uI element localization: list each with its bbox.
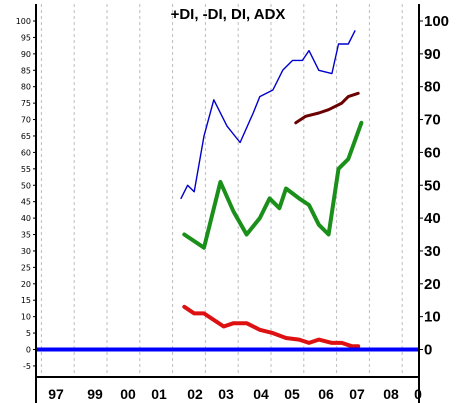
left-tick-label: 35 — [21, 231, 31, 240]
left-tick-label: 85 — [21, 66, 31, 75]
left-tick-label: 20 — [21, 280, 31, 289]
right-tick-label: 20 — [424, 276, 441, 293]
right-tick-label: 40 — [424, 210, 441, 227]
x-tick-label: 99 — [87, 386, 103, 402]
left-tick-label: 45 — [21, 198, 31, 207]
x-tick-label: 06 — [318, 386, 334, 402]
left-tick-label: 70 — [21, 116, 31, 125]
series-2 — [182, 304, 361, 349]
right-tick-label: 30 — [424, 243, 441, 260]
left-tick-label: 0 — [26, 346, 31, 355]
x-tick-label: 00 — [120, 386, 136, 402]
right-tick-label: 70 — [424, 112, 441, 129]
left-tick-label: 90 — [21, 50, 31, 59]
x-tick-label: 01 — [151, 386, 167, 402]
x-tick-label: 07 — [349, 386, 365, 402]
left-tick-label: -5 — [23, 362, 31, 371]
series-line — [182, 120, 364, 250]
x-tick-label: 97 — [48, 386, 64, 402]
left-tick-label: 100 — [16, 17, 31, 26]
series-3 — [294, 91, 360, 125]
x-tick-label: 03 — [218, 386, 234, 402]
left-tick-label: 75 — [21, 99, 31, 108]
left-tick-label: 60 — [21, 148, 31, 157]
series-1 — [182, 120, 364, 250]
left-tick-label: 25 — [21, 263, 31, 272]
chart-title: +DI, -DI, DI, ADX — [171, 6, 286, 23]
x-tick-label: 02 — [187, 386, 203, 402]
right-tick-label: 0 — [424, 342, 432, 359]
right-tick-label: 90 — [424, 46, 441, 63]
vertical-grid — [40, 4, 403, 377]
left-tick-label: 40 — [21, 214, 31, 223]
left-tick-label: 80 — [21, 83, 31, 92]
series-0 — [180, 30, 356, 200]
x-tick-label: 04 — [253, 386, 269, 402]
series-group — [36, 30, 419, 352]
left-tick-label: 55 — [21, 165, 31, 174]
right-tick-label: 60 — [424, 144, 441, 161]
left-tick-label: 50 — [21, 181, 31, 190]
left-tick-label: 65 — [21, 132, 31, 141]
right-tick-label: 10 — [424, 309, 441, 326]
left-tick-label: 95 — [21, 33, 31, 42]
left-tick-label: 5 — [26, 329, 31, 338]
right-tick-label: 50 — [424, 177, 441, 194]
right-tick-label: 100 — [424, 13, 449, 30]
right-tick-label: 80 — [424, 79, 441, 96]
left-tick-label: 15 — [21, 296, 31, 305]
left-tick-labels: 1009590858075706560555045403530252015105… — [16, 17, 36, 371]
x-tick-label: 0 — [414, 386, 422, 402]
left-tick-label: 30 — [21, 247, 31, 256]
x-tick-labels: 97 99 00 01 02 03 04 05 06 07 08 0 — [48, 386, 422, 402]
left-tick-label: 10 — [21, 313, 31, 322]
x-tick-label: 08 — [383, 386, 399, 402]
x-tick-label: 05 — [284, 386, 300, 402]
